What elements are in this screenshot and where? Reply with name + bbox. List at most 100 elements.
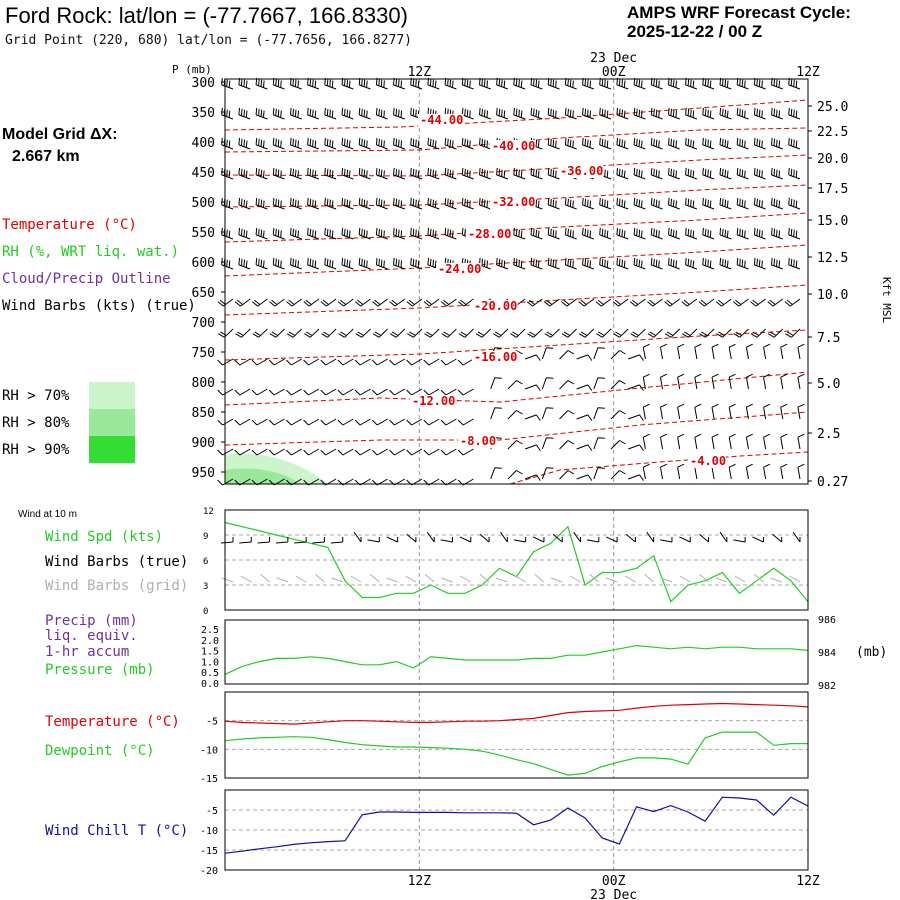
chill-ytick: -20 xyxy=(200,866,218,877)
wind-barb xyxy=(324,77,337,90)
wind-barb xyxy=(341,257,354,270)
true-wind-barb xyxy=(479,533,490,543)
wind-barb xyxy=(685,227,698,240)
wind-barb xyxy=(711,433,719,450)
wind-barb xyxy=(238,197,251,210)
wind-ytick: 12 xyxy=(203,507,214,517)
wind-barb xyxy=(286,298,302,307)
wind-barb xyxy=(719,77,732,90)
wind-barb xyxy=(763,403,771,420)
precip-ytick: 1.0 xyxy=(201,657,219,668)
page-title: Ford Rock: lat/lon = (-77.7667, 166.8330… xyxy=(5,3,408,28)
isotherm-label-bg xyxy=(410,395,456,408)
wind-barb xyxy=(593,347,605,360)
wind-barb xyxy=(444,137,457,150)
wind-barb xyxy=(389,358,406,366)
pressure-line xyxy=(224,644,809,675)
wind-barb xyxy=(763,463,771,480)
height-kft-label: 7.5 xyxy=(817,331,840,346)
wind-barb xyxy=(375,197,388,210)
wind-barb xyxy=(354,358,371,366)
wind-barb xyxy=(576,354,593,361)
model-grid-label: Model Grid ΔX: xyxy=(2,126,118,143)
wind-barb xyxy=(255,227,268,240)
wind-barb xyxy=(320,388,337,396)
wind-barb xyxy=(736,257,749,270)
isotherm-label-bg xyxy=(458,435,496,448)
wind-barb xyxy=(372,298,388,307)
wind-barb xyxy=(238,257,251,270)
precip-ytick: 2.5 xyxy=(201,625,219,636)
grid-wind-barb xyxy=(386,577,398,583)
wind-barb xyxy=(458,328,474,338)
wind-barb xyxy=(719,257,732,270)
grid-wind-barb xyxy=(260,573,270,583)
wind-barb xyxy=(788,107,801,120)
isotherm-line xyxy=(224,244,809,277)
wind-barb xyxy=(354,388,371,396)
wind-barb xyxy=(221,137,234,150)
wind-barb xyxy=(234,388,251,396)
wind-barb xyxy=(719,227,732,240)
date-label: 23 Dec xyxy=(590,888,637,900)
wind-barb xyxy=(753,167,766,180)
legend-rh: RH (%, WRT liq. wat.) xyxy=(2,244,180,260)
wind-barb xyxy=(616,227,629,240)
true-wind-barb xyxy=(625,533,636,543)
isotherm-label-bg xyxy=(558,165,604,178)
wind-barb xyxy=(699,328,715,338)
wind-barb xyxy=(441,328,457,338)
wind-barb xyxy=(728,343,736,360)
wind-barb xyxy=(406,418,423,426)
wind-barb xyxy=(797,433,805,450)
wind-barb xyxy=(736,227,749,240)
wind-barb xyxy=(750,298,766,307)
wind-barb xyxy=(668,257,680,270)
isotherm-label: -20.00 xyxy=(474,299,517,313)
wind-barb xyxy=(596,328,612,338)
wind-barb xyxy=(307,77,320,90)
wind-barb xyxy=(427,257,440,270)
wind-barb xyxy=(217,358,234,366)
isotherm-line xyxy=(224,284,809,316)
label-liq: liq. equiv. xyxy=(45,628,138,644)
wind-barb xyxy=(272,107,285,120)
isotherm-line xyxy=(224,99,809,131)
wind-barb xyxy=(564,197,577,210)
wind-barb xyxy=(355,328,371,338)
wind-barb xyxy=(479,257,491,270)
wind-barb xyxy=(543,298,560,307)
wind-barb xyxy=(457,388,474,396)
wind-barb xyxy=(711,373,719,390)
wind-barb xyxy=(303,298,320,307)
wind-barb xyxy=(268,358,285,366)
wind-barb xyxy=(324,107,337,120)
wind-barb xyxy=(780,343,788,360)
wind-barb xyxy=(753,197,766,210)
grid-wind-barb xyxy=(405,575,417,583)
wind-barb xyxy=(728,433,736,450)
true-wind-barb xyxy=(459,536,472,543)
wind-barb xyxy=(616,197,629,210)
wind-barb xyxy=(599,227,612,240)
wind-barb xyxy=(461,107,474,120)
wind-barb xyxy=(341,107,354,120)
wind-barb xyxy=(410,107,423,120)
wind-barb xyxy=(628,474,644,481)
wind-barb xyxy=(763,433,771,450)
true-wind-barb xyxy=(367,537,380,543)
true-wind-barb xyxy=(239,537,252,544)
wind-barb xyxy=(427,77,440,90)
wind-barb xyxy=(677,403,685,420)
isotherm-label: -12.00 xyxy=(412,394,455,408)
grid-wind-barb xyxy=(569,575,581,583)
grid-wind-barb xyxy=(515,575,526,583)
wind-barb xyxy=(354,418,371,426)
wind-barb xyxy=(490,377,502,390)
wind-barb xyxy=(771,197,783,210)
wind-barb xyxy=(513,257,526,270)
wind-barb xyxy=(479,137,491,150)
wind-barb xyxy=(599,197,612,210)
wind-barb xyxy=(272,257,285,270)
pressure-label: 650 xyxy=(192,286,215,301)
